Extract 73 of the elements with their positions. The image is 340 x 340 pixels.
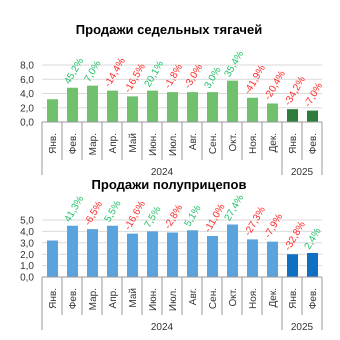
y-tick-label: 3,0 [20,238,34,250]
bar [107,90,118,122]
y-tick-label: 4,0 [20,89,34,100]
bar [287,109,298,122]
bar [107,226,118,277]
x-tick-label: Апр. [108,133,119,154]
x-tick-label: Май [128,288,139,308]
x-tick-label: Июл. [168,288,179,312]
text: 2024 [150,167,174,178]
x-tick-label: Янв. [48,133,59,154]
bar [67,88,78,122]
bar [47,99,58,122]
x-tick-label: Июн. [148,288,159,311]
bar [247,239,258,277]
bar [127,234,138,277]
x-tick-label: Июн. [148,133,159,156]
bar [167,232,178,277]
x-tick-label: Июл. [168,133,179,156]
bar [47,240,58,277]
x-tick-label: Авг. [188,288,199,306]
x-tick-label: Окт. [228,133,239,152]
x-tick-label: Мар. [88,133,99,156]
x-tick-label: Янв. [48,288,59,309]
bar [227,224,238,277]
x-tick-label: Мар. [88,288,99,310]
x-tick-label: Дек. [268,288,279,308]
bar [127,96,138,122]
x-tick-label: Окт. [228,288,239,307]
bar [207,92,218,122]
chart-title: Продажи полуприцепов [90,177,248,194]
bar [87,86,98,122]
bar [187,92,198,122]
bar [307,110,318,122]
x-tick-label: Фев. [308,133,319,154]
x-tick-label: Фев. [68,133,79,154]
text: 2025 [290,322,314,333]
x-tick-label: Дек. [268,133,279,152]
bar [187,230,198,277]
x-tick-label: Янв. [288,133,299,154]
bar [87,229,98,277]
x-tick-label: Апр. [108,288,119,308]
x-tick-label: Ноя. [248,133,259,154]
y-tick-label: 4,0 [20,226,34,238]
y-tick-label: 2,0 [20,250,34,261]
bar [247,98,258,122]
chart-title: Продажи седельных тягачей [74,22,264,39]
y-tick-label: 8,0 [20,60,34,72]
x-tick-label: Май [128,133,139,153]
text: 2025 [290,167,314,178]
x-tick-label: Авг. [188,133,199,150]
y-tick-label: 1,0 [20,261,34,272]
y-tick-label: 6,0 [20,74,34,86]
bar [267,103,278,122]
bar [67,226,78,277]
x-tick-label: Фев. [68,288,79,310]
bar [307,253,318,277]
x-tick-label: Фев. [308,288,319,310]
y-tick-label: 5,0 [20,216,34,227]
x-tick-label: Ноя. [248,288,259,309]
y-tick-label: 0,0 [20,272,34,284]
x-tick-label: Сен. [208,133,219,154]
bar [147,231,158,277]
y-tick-label: 2,0 [20,103,34,114]
bar [167,92,178,122]
bar [287,254,298,277]
text: 2024 [150,322,174,333]
x-tick-label: Сен. [208,288,219,310]
x-tick-label: Янв. [288,288,299,309]
bar [207,236,218,277]
bar [267,242,278,277]
bar [147,90,158,122]
y-tick-label: 0,0 [20,118,34,129]
bar [227,80,238,122]
